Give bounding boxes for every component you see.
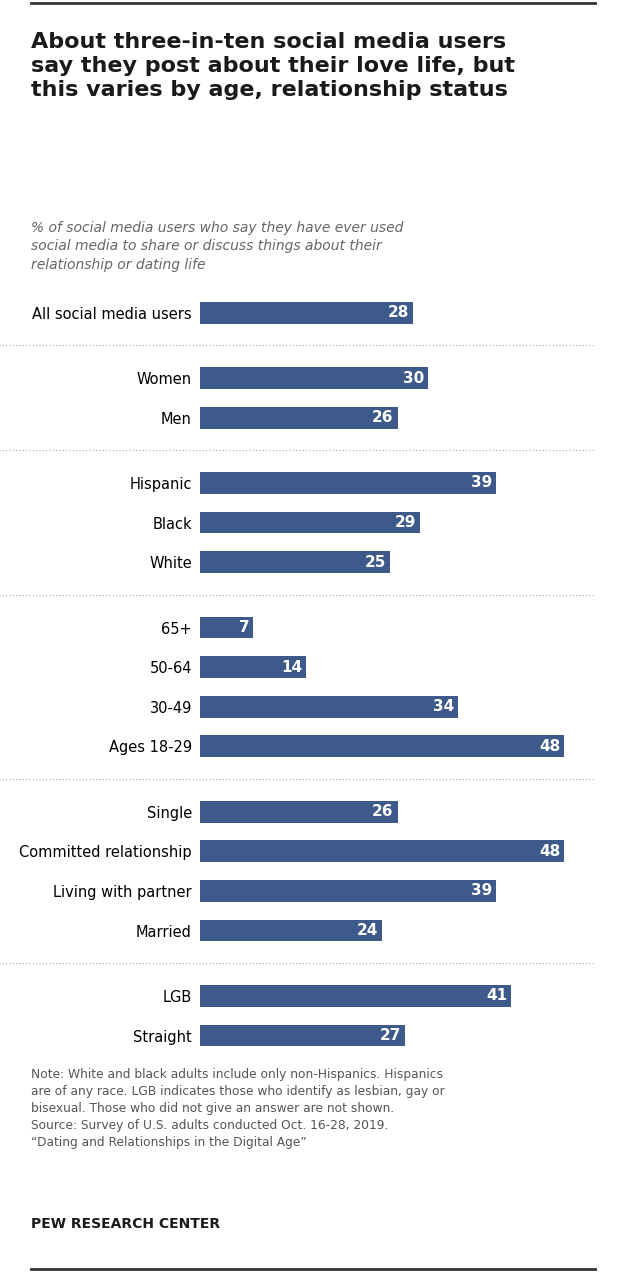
Text: 41: 41 (486, 989, 508, 1003)
Bar (200, 1025, 405, 1046)
Bar (200, 696, 458, 718)
Bar (200, 919, 382, 941)
Text: 39: 39 (471, 883, 492, 899)
Bar (200, 302, 413, 324)
Text: 29: 29 (395, 515, 416, 530)
Bar (200, 656, 307, 678)
Text: 14: 14 (282, 660, 303, 674)
Bar (200, 801, 398, 823)
Text: % of social media users who say they have ever used
social media to share or dis: % of social media users who say they hav… (31, 221, 404, 272)
Bar (200, 551, 390, 573)
Bar (200, 736, 565, 758)
Text: 27: 27 (380, 1028, 401, 1043)
Text: 48: 48 (540, 738, 560, 754)
Text: 30: 30 (403, 371, 424, 385)
Text: 26: 26 (372, 804, 394, 819)
Text: 39: 39 (471, 475, 492, 490)
Text: 28: 28 (387, 306, 409, 320)
Bar (200, 841, 565, 863)
Text: 25: 25 (365, 555, 386, 570)
Text: PEW RESEARCH CENTER: PEW RESEARCH CENTER (31, 1217, 220, 1231)
Bar (200, 367, 428, 389)
Text: About three-in-ten social media users
say they post about their love life, but
t: About three-in-ten social media users sa… (31, 32, 515, 100)
Bar (200, 985, 511, 1007)
Text: 24: 24 (357, 923, 379, 939)
Bar (200, 512, 420, 533)
Bar (200, 616, 254, 638)
Text: 26: 26 (372, 410, 394, 425)
Text: 48: 48 (540, 844, 560, 859)
Text: 34: 34 (433, 700, 454, 714)
Text: 7: 7 (239, 620, 250, 636)
Bar (200, 407, 398, 429)
Bar (200, 880, 496, 901)
Bar (200, 473, 496, 494)
Text: Note: White and black adults include only non-Hispanics. Hispanics
are of any ra: Note: White and black adults include onl… (31, 1068, 445, 1149)
